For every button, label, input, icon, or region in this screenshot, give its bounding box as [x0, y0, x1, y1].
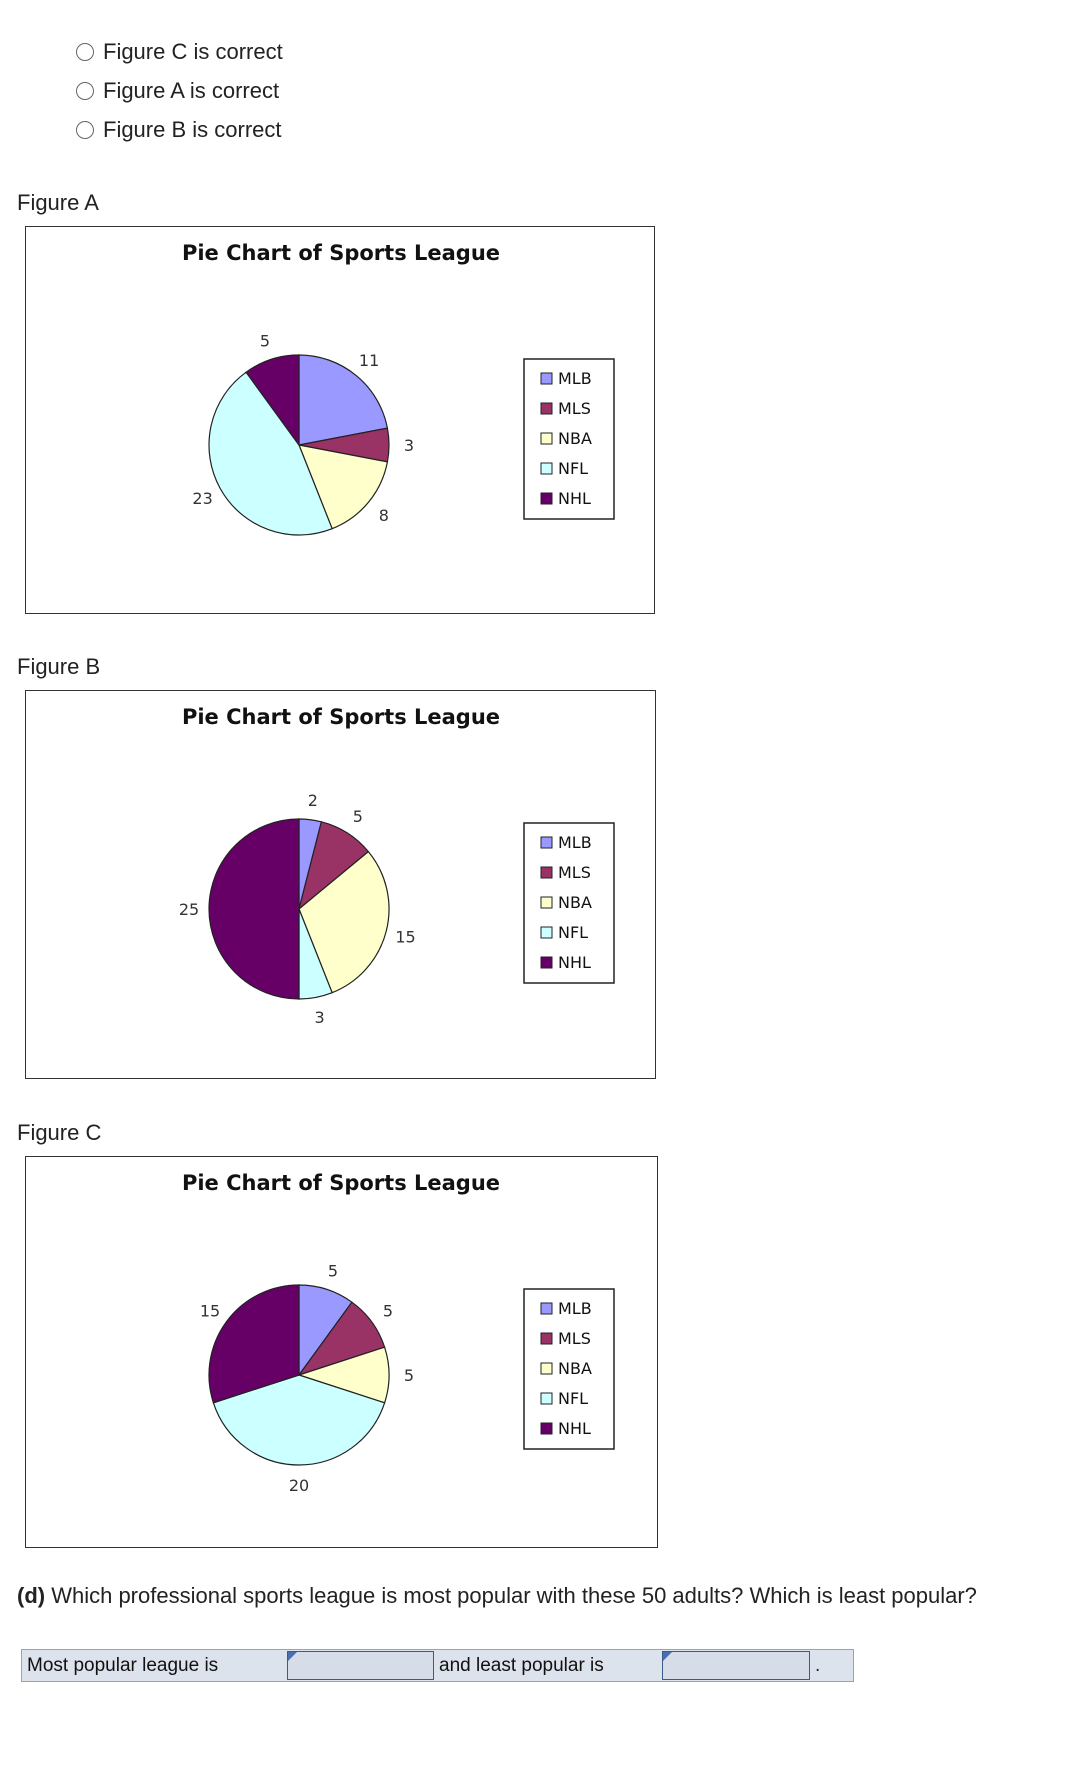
least-popular-input[interactable]: [662, 1651, 810, 1680]
legend-swatch-nfl: [540, 926, 553, 939]
option-label: Figure A is correct: [103, 77, 280, 103]
question-body: Which professional sports league is most…: [45, 1583, 977, 1608]
legend-swatch-nhl: [540, 956, 553, 969]
legend-swatch-mlb: [540, 372, 553, 385]
legend-label: NFL: [558, 923, 588, 942]
legend-swatch-nfl: [540, 462, 553, 475]
pie-slice-nhl: [245, 354, 300, 447]
data-label: 11: [359, 351, 379, 370]
radio-button[interactable]: [76, 120, 94, 139]
pie-slice-nba: [298, 444, 389, 530]
pie-chart-svg: Pie Chart of Sports League2515325MLBMLSN…: [179, 705, 615, 1027]
data-label: 25: [179, 900, 199, 919]
chart-title: Pie Chart of Sports League: [182, 1171, 500, 1195]
legend-swatch-nhl: [540, 492, 553, 505]
option-label: Figure C is correct: [103, 38, 283, 64]
data-label: 23: [192, 489, 212, 508]
option-label: Figure B is correct: [103, 116, 282, 142]
legend-label: NHL: [558, 953, 591, 972]
data-label: 5: [383, 1301, 393, 1320]
pie-chart-svg: Pie Chart of Sports League 5 5 5 20 15 MLB MLS N…: [182, 1171, 615, 1495]
question-text: (d) Which professional sports league is …: [17, 1583, 977, 1609]
data-label: 20: [289, 1476, 309, 1495]
legend-swatch-nhl: [540, 1422, 553, 1435]
data-label: 5: [260, 331, 270, 350]
figure-a-chart: Pie Chart of Sports League 11 3 8 23 5 MLB MLS N…: [25, 226, 655, 614]
legend-label: NBA: [558, 1359, 592, 1378]
pie-slice-nba: [298, 850, 390, 994]
legend-swatch-mls: [540, 866, 553, 879]
figure-b-label: Figure B: [17, 654, 101, 679]
data-label: 5: [353, 807, 363, 826]
legend-swatch-mlb: [540, 1302, 553, 1315]
answer-period: .: [815, 1655, 821, 1676]
legend-label: MLB: [558, 1299, 592, 1318]
radio-button[interactable]: [76, 42, 94, 61]
answer-options: Figure C is correct Figure A is correct …: [76, 32, 283, 149]
data-label: 5: [328, 1261, 338, 1280]
option-figure-a[interactable]: Figure A is correct: [76, 71, 283, 110]
data-label: 15: [395, 927, 415, 946]
chart-title: Pie Chart of Sports League: [182, 241, 500, 265]
answer-row: Most popular league is and least popular…: [21, 1649, 854, 1682]
legend-swatch-mls: [540, 1332, 553, 1345]
pie-chart-svg: Pie Chart of Sports League 11 3 8 23 5 MLB MLS N…: [182, 241, 615, 536]
option-figure-c[interactable]: Figure C is correct: [76, 32, 283, 71]
data-label: 8: [379, 506, 389, 525]
legend-label: NHL: [558, 1419, 591, 1438]
legend-swatch-mlb: [540, 836, 553, 849]
pie-slice-nfl: [208, 371, 333, 536]
most-popular-label: Most popular league is: [27, 1655, 219, 1676]
data-label: 15: [200, 1301, 220, 1320]
figure-c-chart: Pie Chart of Sports League 5 5 5 20 15 MLB MLS N…: [25, 1156, 658, 1548]
pie-slice-nfl: [212, 1374, 386, 1466]
pie-slice-nhl: [208, 1284, 300, 1404]
legend-swatch-mls: [540, 402, 553, 415]
legend-label: MLS: [558, 863, 591, 882]
figure-a-label: Figure A: [17, 190, 99, 215]
most-popular-input[interactable]: [287, 1651, 434, 1680]
legend-swatch-nfl: [540, 1392, 553, 1405]
legend-box: [523, 1288, 615, 1450]
figure-c-label: Figure C: [17, 1120, 102, 1145]
pie-slice-mlb: [298, 354, 389, 446]
figure-b-chart: Pie Chart of Sports League 2 5 15 3 25 MLB MLS N…: [25, 690, 656, 1079]
chart-title: Pie Chart of Sports League: [182, 705, 500, 729]
option-figure-b[interactable]: Figure B is correct: [76, 110, 283, 149]
question-part: (d): [17, 1583, 46, 1608]
legend-label: NBA: [558, 893, 592, 912]
legend-swatch-nba: [540, 1362, 553, 1375]
radio-button[interactable]: [76, 81, 94, 100]
data-label: 3: [404, 436, 414, 455]
data-label: 5: [404, 1366, 414, 1385]
data-label: 2: [308, 791, 318, 810]
legend-swatch-nba: [540, 896, 553, 909]
least-popular-label: and least popular is: [439, 1655, 604, 1676]
legend-label: MLB: [558, 833, 592, 852]
legend-box: [523, 822, 615, 984]
legend-swatch-nba: [540, 432, 553, 445]
legend-label: NFL: [558, 1389, 588, 1408]
legend-label: NHL: [558, 489, 591, 508]
legend-label: MLS: [558, 399, 591, 418]
legend-box: [523, 358, 615, 520]
legend-label: NFL: [558, 459, 588, 478]
legend-label: MLB: [558, 369, 592, 388]
data-label: 3: [315, 1008, 325, 1027]
legend-label: MLS: [558, 1329, 591, 1348]
legend-label: NBA: [558, 429, 592, 448]
pie-slice-nhl: [208, 818, 300, 1000]
